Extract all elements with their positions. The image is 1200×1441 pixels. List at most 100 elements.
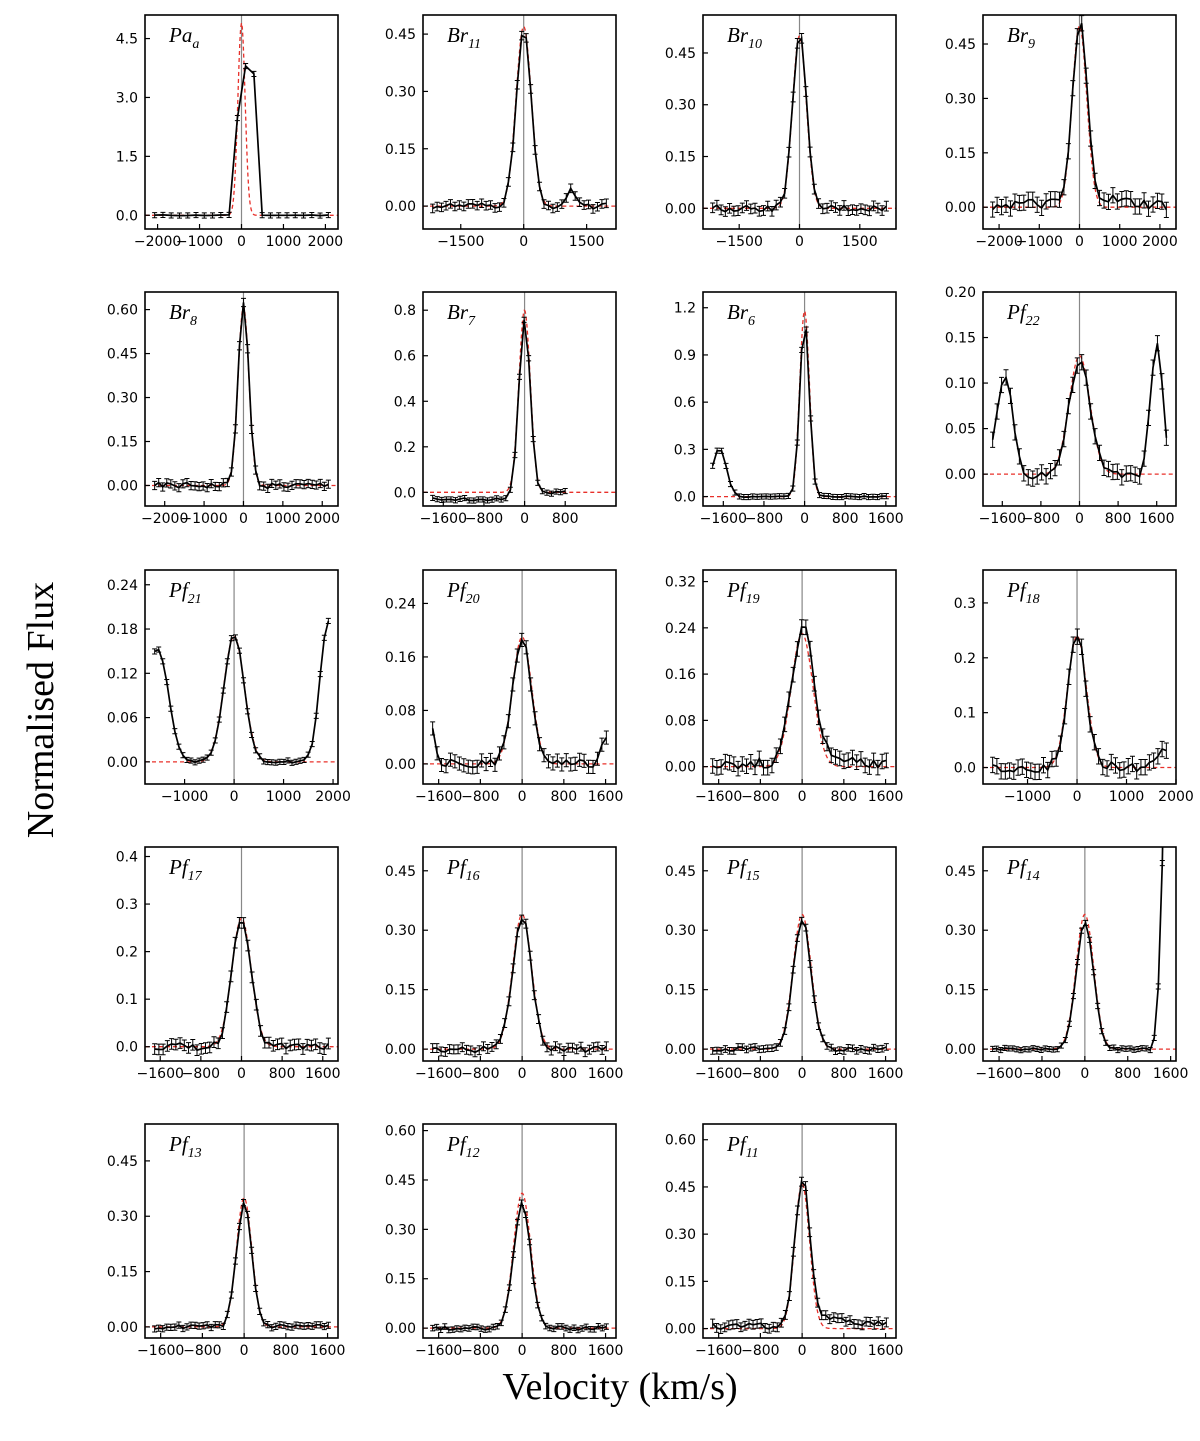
error-bar: [790, 91, 796, 103]
x-tick-label: 0: [1080, 1066, 1089, 1082]
error-bar: [309, 740, 315, 748]
error-bar: [1131, 1046, 1137, 1053]
error-bar: [1115, 1047, 1121, 1054]
error-bar: [470, 760, 476, 775]
y-tick-label: 0.12: [107, 666, 138, 682]
x-tick-label: 0: [240, 1343, 249, 1359]
error-bar: [289, 480, 295, 490]
error-bar: [1087, 716, 1093, 733]
y-tick-label: 0.15: [665, 150, 696, 166]
error-bar: [1087, 936, 1093, 943]
x-tick-label: 2000: [304, 511, 340, 527]
error-bar: [1074, 628, 1080, 645]
error-bar: [760, 205, 766, 216]
error-bar: [317, 670, 323, 678]
error-bar: [232, 424, 238, 434]
y-tick-label: 0.45: [945, 37, 976, 53]
error-bar: [160, 482, 166, 492]
error-bar: [848, 493, 854, 500]
x-tick-label: −1600: [137, 1066, 184, 1082]
error-bar: [854, 1046, 860, 1055]
error-bar: [283, 1042, 289, 1055]
error-bar: [875, 759, 881, 776]
error-bar: [176, 743, 182, 750]
error-bars: [430, 30, 609, 214]
error-bars: [152, 62, 331, 219]
error-bar: [710, 462, 716, 469]
error-bar: [523, 640, 529, 655]
y-tick-label: 0.24: [665, 621, 696, 637]
error-bar: [279, 1037, 285, 1050]
x-tick-label: −1000: [1004, 789, 1051, 805]
error-bar: [861, 493, 867, 500]
error-bar: [176, 212, 182, 219]
error-bar: [465, 759, 471, 774]
error-bar: [285, 757, 291, 764]
error-bar: [234, 114, 240, 122]
error-bar: [476, 1045, 482, 1056]
error-bar: [523, 1211, 529, 1218]
error-bar: [494, 1322, 500, 1330]
observed-spectrum: [154, 620, 330, 764]
error-bar: [849, 1044, 855, 1053]
error-bar: [790, 1246, 796, 1257]
error-bar: [439, 757, 445, 773]
error-bar: [812, 478, 818, 485]
error-bar: [210, 212, 216, 219]
error-bar: [874, 493, 880, 501]
error-bar: [321, 1043, 327, 1056]
error-bar: [581, 200, 587, 210]
error-bar: [1141, 450, 1147, 467]
error-bar: [212, 737, 218, 744]
error-bar: [192, 1321, 198, 1329]
error-bar: [803, 619, 809, 636]
y-tick-label: 0.15: [945, 331, 976, 347]
error-bar: [825, 493, 831, 500]
error-bar: [586, 1044, 592, 1055]
error-bar: [773, 1043, 779, 1051]
error-bar: [193, 211, 199, 219]
x-tick-label: 1000: [1109, 789, 1145, 805]
x-tick-label: 800: [552, 511, 579, 527]
error-bar: [557, 1043, 563, 1054]
error-bar: [568, 757, 574, 772]
error-bar: [438, 1326, 444, 1334]
error-bar: [216, 482, 222, 492]
error-bar: [739, 756, 745, 772]
error-bar: [1083, 67, 1089, 84]
error-bar: [765, 759, 771, 776]
error-bar: [1042, 1045, 1048, 1052]
error-bar: [574, 1044, 580, 1055]
error-bar: [1108, 753, 1114, 771]
error-bar: [994, 403, 1000, 420]
error-bar: [482, 1326, 488, 1333]
error-bar: [834, 493, 840, 501]
error-bar: [578, 1041, 584, 1052]
error-bar: [1043, 193, 1049, 210]
error-bar: [456, 200, 462, 210]
error-bar: [530, 436, 536, 443]
error-bar: [462, 1324, 468, 1332]
line-label: Pf11: [726, 1132, 759, 1161]
error-bar: [756, 205, 762, 217]
error-bar: [241, 677, 247, 684]
error-bar: [190, 1039, 196, 1051]
y-tick-label: 0.00: [945, 200, 976, 216]
error-bar: [492, 203, 498, 213]
error-bar: [741, 494, 747, 501]
y-tick-label: 0.30: [665, 1227, 696, 1243]
error-bar: [502, 1306, 508, 1313]
x-tick-label: 0: [518, 1343, 527, 1359]
x-tick-label: 0: [237, 234, 246, 250]
error-bar: [177, 1037, 183, 1049]
error-bar: [496, 746, 502, 761]
error-bar: [506, 1284, 512, 1291]
error-bar: [297, 479, 303, 489]
line-label: Br11: [447, 23, 481, 52]
error-bar: [871, 752, 877, 769]
error-bar: [1119, 190, 1125, 208]
x-tick-label: 1600: [868, 511, 904, 527]
error-bar: [1079, 354, 1085, 371]
error-bar: [430, 494, 436, 501]
error-bar: [535, 479, 541, 486]
